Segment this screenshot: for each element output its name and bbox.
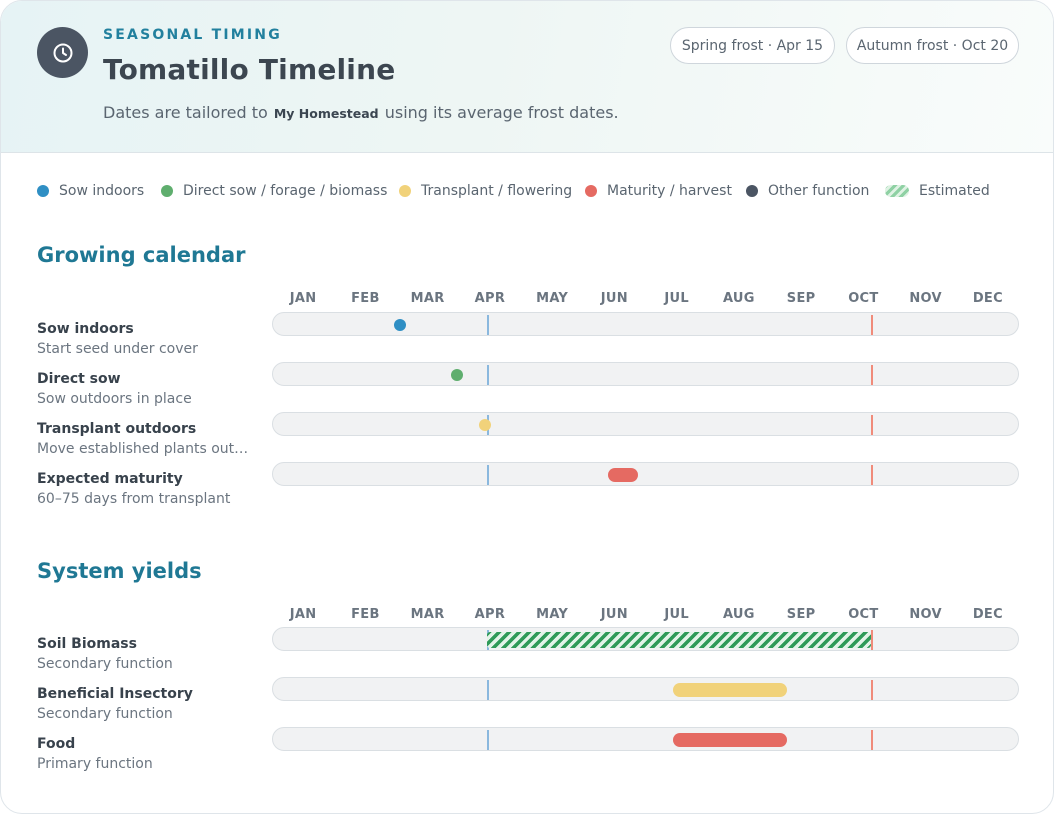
legend-label: Estimated (919, 183, 990, 199)
growing-calendar-track-expected-maturity (272, 462, 1019, 486)
system-yields-bar-soil-biomass (487, 632, 872, 648)
autumn-frost-marker (871, 465, 873, 485)
system-yields-row-label-beneficial-insectory: Beneficial Insectory (37, 686, 193, 702)
system-yields-bar-beneficial-insectory (673, 683, 788, 697)
growing-calendar-track-direct-sow (272, 362, 1019, 386)
month-label-aug: AUG (722, 607, 755, 622)
growing-calendar-row-sub-sow-indoors: Start seed under cover (37, 341, 198, 357)
system-yields-title: System yields (37, 559, 202, 583)
month-label-nov: NOV (909, 291, 942, 306)
growing-calendar-row-sub-direct-sow: Sow outdoors in place (37, 391, 192, 407)
growing-calendar-dot-sow-indoors (393, 319, 406, 331)
growing-calendar-row-label-transplant-outdoors: Transplant outdoors (37, 421, 197, 437)
spring-frost-marker (487, 465, 489, 485)
system-yields-track-food (272, 727, 1019, 751)
month-label-jul: JUL (664, 607, 689, 622)
month-label-dec: DEC (972, 291, 1003, 306)
spring-frost-marker (487, 315, 489, 335)
page-title: Tomatillo Timeline (103, 53, 396, 86)
autumn-frost-marker (871, 315, 873, 335)
legend-label: Transplant / flowering (421, 183, 573, 199)
month-label-may: MAY (536, 607, 569, 622)
legend-striped-swatch (885, 185, 909, 197)
autumn-frost-marker (871, 630, 873, 650)
legend-item-direct-sow: Direct sow / forage / biomass (161, 183, 387, 199)
month-label-apr: APR (474, 291, 506, 306)
growing-calendar-row-sub-expected-maturity: 60–75 days from transplant (37, 491, 231, 507)
spring-frost-marker (487, 680, 489, 700)
system-yields-row-sub-soil-biomass: Secondary function (37, 656, 173, 672)
month-label-sep: SEP (786, 607, 816, 622)
spring-frost-marker (487, 730, 489, 750)
growing-calendar-row-label-direct-sow: Direct sow (37, 371, 121, 387)
growing-calendar-row-label-expected-maturity: Expected maturity (37, 471, 183, 487)
month-label-feb: FEB (351, 607, 380, 622)
legend-dot (161, 185, 173, 197)
month-label-nov: NOV (909, 607, 942, 622)
autumn-frost-marker (871, 365, 873, 385)
card-header: SEASONAL TIMING Tomatillo Timeline Dates… (1, 1, 1053, 153)
subtitle-text-before: Dates are tailored to (103, 103, 268, 122)
system-yields-track-soil-biomass (272, 627, 1019, 651)
month-label-jan: JAN (289, 607, 317, 622)
spring-frost-pill: Spring frost · Apr 15 (670, 27, 835, 64)
system-yields-row-sub-beneficial-insectory: Secondary function (37, 706, 173, 722)
legend-label: Maturity / harvest (607, 183, 732, 199)
month-label-aug: AUG (722, 291, 755, 306)
growing-calendar-bar-expected-maturity (607, 468, 639, 482)
page-subtitle: Dates are tailored to My Homestead using… (103, 103, 619, 122)
month-label-oct: OCT (848, 291, 879, 306)
legend-item-sow-indoors: Sow indoors (37, 183, 144, 199)
spring-frost-marker (487, 365, 489, 385)
month-label-jun: JUN (600, 607, 628, 622)
month-label-oct: OCT (848, 607, 879, 622)
legend-label: Other function (768, 183, 870, 199)
month-label-dec: DEC (972, 607, 1003, 622)
legend-item-maturity: Maturity / harvest (585, 183, 732, 199)
legend-label: Sow indoors (59, 183, 145, 199)
legend-dot (399, 185, 411, 197)
subtitle-text-after: using its average frost dates. (384, 103, 619, 122)
growing-calendar-track-sow-indoors (272, 312, 1019, 336)
autumn-frost-marker (871, 415, 873, 435)
clock-icon (37, 27, 88, 78)
month-label-jul: JUL (664, 291, 689, 306)
legend-item-other-function: Other function (746, 183, 869, 199)
month-label-sep: SEP (786, 291, 816, 306)
legend-item-estimated: Estimated (885, 183, 990, 199)
month-label-mar: MAR (410, 291, 445, 306)
growing-calendar-row-sub-transplant-outdoors: Move established plants outdoors (37, 441, 257, 457)
month-label-jan: JAN (289, 291, 317, 306)
autumn-frost-pill: Autumn frost · Oct 20 (846, 27, 1019, 64)
system-yields-row-label-soil-biomass: Soil Biomass (37, 636, 137, 652)
system-yields-row-sub-food: Primary function (37, 756, 153, 772)
section-eyebrow: SEASONAL TIMING (103, 27, 282, 43)
system-yields-track-beneficial-insectory (272, 677, 1019, 701)
homestead-name: My Homestead (273, 106, 379, 121)
legend-item-transplant: Transplant / flowering (399, 183, 572, 199)
growing-calendar-title: Growing calendar (37, 243, 246, 267)
month-label-mar: MAR (410, 607, 445, 622)
legend-dot (585, 185, 597, 197)
month-label-apr: APR (474, 607, 506, 622)
autumn-frost-marker (871, 730, 873, 750)
month-label-jun: JUN (600, 291, 628, 306)
system-yields-row-label-food: Food (37, 736, 76, 752)
system-yields-bar-food (673, 733, 788, 747)
growing-calendar-row-label-sow-indoors: Sow indoors (37, 321, 134, 337)
legend-dot (37, 185, 49, 197)
growing-calendar-dot-transplant-outdoors (479, 419, 492, 431)
legend-label: Direct sow / forage / biomass (183, 183, 388, 199)
legend-dot (746, 185, 758, 197)
growing-calendar-dot-direct-sow (450, 369, 463, 381)
month-label-may: MAY (536, 291, 569, 306)
month-label-feb: FEB (351, 291, 380, 306)
autumn-frost-marker (871, 680, 873, 700)
growing-calendar-track-transplant-outdoors (272, 412, 1019, 436)
